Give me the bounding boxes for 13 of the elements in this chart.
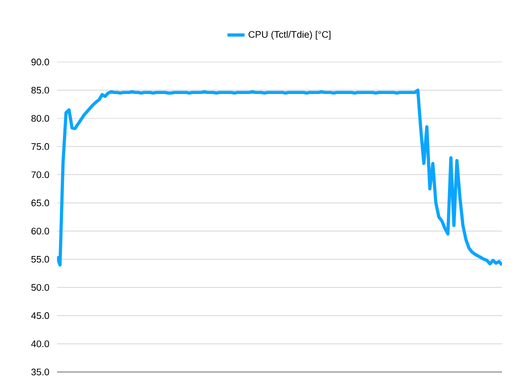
y-tick-label: 85.0 [31,86,50,94]
legend-label: CPU (Tctl/Tdie) [°C] [248,30,330,40]
y-tick-label: 40.0 [31,340,50,348]
y-tick-label: 70.0 [31,171,50,178]
y-tick-label: 50.0 [31,284,50,291]
y-tick-label: 90.0 [31,58,50,66]
y-tick-label: 80.0 [31,115,50,122]
y-tick-label: 35.0 [31,368,50,376]
y-tick-label: 75.0 [31,143,50,150]
y-tick-label: 45.0 [31,312,50,319]
y-tick-label: 60.0 [31,228,50,234]
y-tick-label: 55.0 [31,256,50,263]
y-tick-label: 65.0 [31,200,50,206]
